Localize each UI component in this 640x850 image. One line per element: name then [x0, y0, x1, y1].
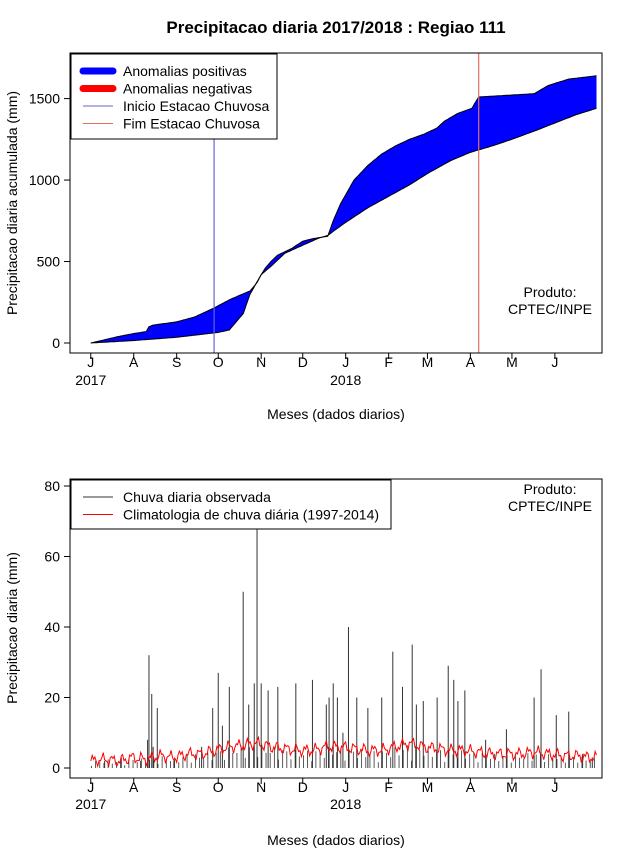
x-axis-label: Meses (dados diarios): [267, 832, 405, 848]
x-tick-label: F: [384, 354, 393, 370]
legend-label: Inicio Estacao Chuvosa: [123, 98, 270, 114]
year-label: 2017: [75, 372, 106, 388]
x-tick-label: M: [422, 779, 434, 795]
x-tick-label: S: [172, 354, 181, 370]
y-tick-label: 80: [44, 478, 60, 494]
x-tick-label: N: [256, 779, 266, 795]
x-tick-label: A: [466, 354, 476, 370]
y-tick-label: 1500: [29, 91, 60, 107]
x-tick-label: J: [551, 779, 558, 795]
chart-title: Precipitacao diaria 2017/2018 : Regiao 1…: [166, 18, 505, 37]
accumulated-marks: [90, 53, 597, 353]
x-tick-label: D: [298, 354, 308, 370]
accumulated-axes: 0 500 1000 1500 J A S O N D J F M A M J 2017 2018: [29, 91, 559, 388]
product-source: CPTEC/INPE: [508, 498, 592, 514]
y-tick-label: 60: [44, 549, 60, 565]
x-tick-label: N: [256, 354, 266, 370]
x-tick-label: J: [342, 779, 349, 795]
panel-accumulated: 0 500 1000 1500 J A S O N D J F M A M J 2017 2018 Anomali…: [4, 52, 603, 422]
y-tick-label: 0: [52, 335, 60, 351]
year-label: 2018: [330, 372, 361, 388]
x-tick-label: O: [213, 779, 224, 795]
daily-legend: Chuva diaria observada Climatologia de ch…: [70, 479, 392, 530]
x-tick-label: J: [87, 354, 94, 370]
year-label: 2018: [330, 796, 361, 812]
x-tick-label: O: [213, 354, 224, 370]
product-label: Produto:: [524, 284, 577, 300]
x-tick-label: F: [384, 779, 393, 795]
observed-accumulated-line: [90, 75, 597, 344]
x-tick-label: A: [466, 779, 476, 795]
y-axis-label: Precipitacao diaria (mm): [4, 552, 20, 704]
y-tick-label: 500: [37, 254, 61, 270]
product-source: CPTEC/INPE: [508, 301, 592, 317]
accumulated-legend: Anomalias positivas Anomalias negativasIn…: [70, 53, 278, 140]
y-tick-label: 0: [52, 760, 60, 776]
y-tick-label: 40: [44, 619, 60, 635]
legend-label: Climatologia de chuva diária (1997-2014): [123, 507, 379, 523]
y-tick-label: 20: [44, 690, 60, 706]
x-tick-label: J: [551, 354, 558, 370]
x-tick-label: A: [129, 779, 139, 795]
product-label: Produto:: [524, 481, 577, 497]
x-tick-label: A: [129, 354, 139, 370]
x-tick-label: M: [422, 354, 434, 370]
legend-label: Anomalias positivas: [123, 63, 247, 79]
daily-marks: [90, 528, 597, 769]
x-tick-label: J: [342, 354, 349, 370]
legend-label: Fim Estacao Chuvosa: [123, 116, 260, 132]
y-tick-label: 1000: [29, 172, 60, 188]
legend-label: Chuva diaria observada: [123, 489, 271, 505]
x-axis-label: Meses (dados diarios): [267, 406, 405, 422]
x-tick-label: S: [172, 779, 181, 795]
x-tick-label: J: [87, 779, 94, 795]
climatology-accumulated-line: [90, 107, 597, 344]
legend-box: [70, 479, 392, 530]
legend-label: Anomalias negativas: [123, 81, 252, 97]
y-axis-label: Precipitacao diaria acumulada (mm): [4, 91, 20, 315]
year-label: 2017: [75, 796, 106, 812]
climatology-daily-line: [90, 735, 597, 769]
x-tick-label: M: [506, 779, 518, 795]
x-tick-label: D: [298, 779, 308, 795]
positive-anomaly-area: [90, 75, 597, 344]
x-tick-label: M: [506, 354, 518, 370]
